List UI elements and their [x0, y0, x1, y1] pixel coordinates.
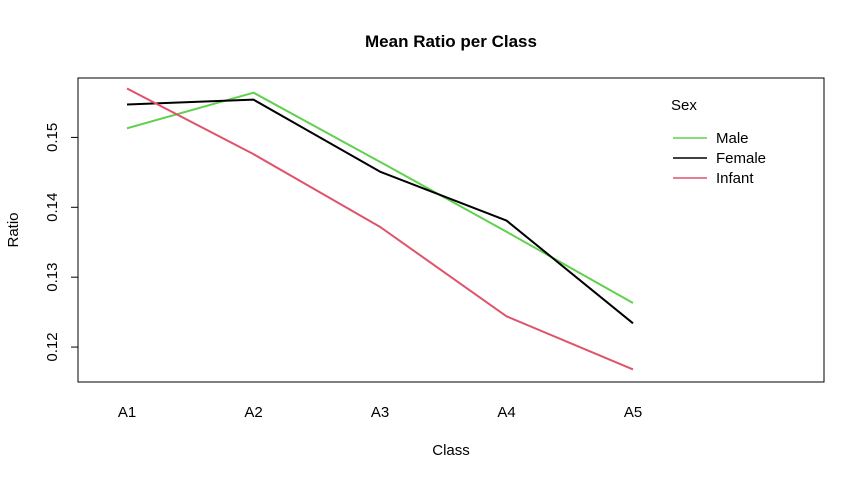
series-line-female — [126, 98, 634, 325]
y-tick-label: 0.13 — [44, 263, 61, 292]
legend-title: Sex — [671, 97, 697, 114]
x-tick-label: A3 — [371, 404, 389, 421]
x-axis-tick-labels: A1 A2 A3 A4 A5 — [118, 404, 642, 421]
x-tick-label: A5 — [624, 404, 642, 421]
series-line-male — [126, 91, 634, 304]
legend-label-infant: Infant — [716, 170, 754, 187]
x-tick-label: A1 — [118, 404, 136, 421]
chart-title: Mean Ratio per Class — [365, 32, 537, 51]
y-axis: 0.12 0.13 0.14 0.15 — [44, 123, 79, 362]
x-tick-label: A4 — [497, 404, 515, 421]
plot-area-frame — [77, 77, 825, 383]
legend: Sex Male Female Infant — [671, 97, 766, 187]
series-lines — [126, 87, 634, 371]
y-axis-label: Ratio — [5, 212, 22, 247]
series-line-infant — [126, 87, 634, 371]
y-tick-label: 0.15 — [44, 123, 61, 152]
legend-label-female: Female — [716, 150, 766, 167]
x-axis-label: Class — [432, 442, 470, 459]
x-tick-label: A2 — [244, 404, 262, 421]
y-tick-label: 0.14 — [44, 193, 61, 222]
y-tick-label: 0.12 — [44, 332, 61, 361]
legend-label-male: Male — [716, 130, 749, 147]
